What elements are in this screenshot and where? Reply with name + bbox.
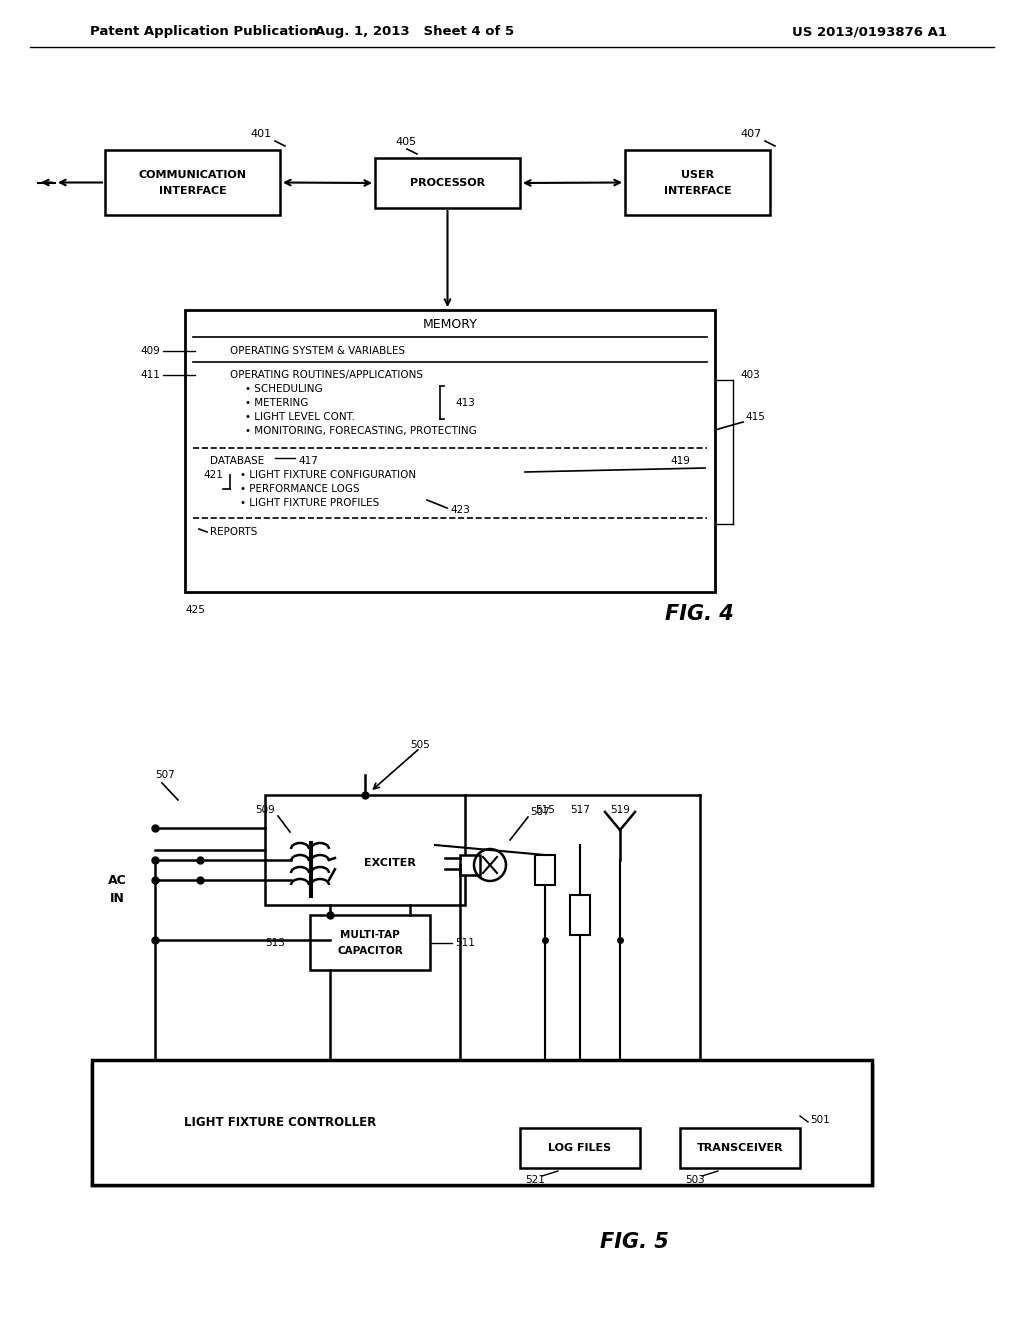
Text: FIG. 5: FIG. 5: [600, 1232, 669, 1251]
Text: Patent Application Publication: Patent Application Publication: [90, 25, 317, 38]
Text: 519: 519: [610, 805, 630, 814]
Text: DATABASE: DATABASE: [210, 455, 264, 466]
Bar: [460, 855, 480, 875]
Text: 507: 507: [155, 770, 175, 780]
Bar: [335, 840, 445, 884]
Bar: [375, 158, 520, 209]
Text: IN: IN: [110, 891, 125, 904]
Text: • LIGHT LEVEL CONT.: • LIGHT LEVEL CONT.: [245, 412, 355, 422]
Text: LOG FILES: LOG FILES: [549, 1143, 611, 1152]
Text: • PERFORMANCE LOGS: • PERFORMANCE LOGS: [240, 484, 359, 494]
Text: 403: 403: [740, 370, 760, 380]
Text: MULTI-TAP: MULTI-TAP: [340, 929, 400, 940]
Text: 509: 509: [255, 805, 275, 814]
Bar: [535, 855, 555, 884]
Bar: [92, 1065, 872, 1185]
Text: • LIGHT FIXTURE PROFILES: • LIGHT FIXTURE PROFILES: [240, 498, 379, 508]
Text: 513: 513: [265, 937, 285, 948]
Text: 405: 405: [395, 137, 416, 147]
Text: 419: 419: [670, 455, 690, 466]
Text: 511: 511: [455, 937, 475, 948]
Text: TRANSCEIVER: TRANSCEIVER: [696, 1143, 783, 1152]
Bar: [570, 895, 590, 935]
Bar: [105, 150, 280, 215]
Text: Aug. 1, 2013   Sheet 4 of 5: Aug. 1, 2013 Sheet 4 of 5: [315, 25, 515, 38]
Text: REPORTS: REPORTS: [210, 527, 257, 537]
Text: 401: 401: [251, 129, 272, 139]
Bar: [520, 1129, 640, 1168]
Text: 409: 409: [140, 346, 160, 356]
Text: 411: 411: [140, 370, 160, 380]
Bar: [310, 915, 430, 970]
Text: OPERATING ROUTINES/APPLICATIONS: OPERATING ROUTINES/APPLICATIONS: [230, 370, 423, 380]
Text: 415: 415: [745, 412, 765, 422]
Text: • MONITORING, FORECASTING, PROTECTING: • MONITORING, FORECASTING, PROTECTING: [245, 426, 477, 436]
Text: 507: 507: [530, 807, 550, 817]
Text: AC: AC: [108, 874, 126, 887]
Text: • SCHEDULING: • SCHEDULING: [245, 384, 323, 393]
Text: 421: 421: [203, 470, 223, 480]
Text: USER: USER: [681, 169, 714, 180]
Text: US 2013/0193876 A1: US 2013/0193876 A1: [793, 25, 947, 38]
Text: 413: 413: [455, 397, 475, 408]
Text: MEMORY: MEMORY: [423, 318, 477, 330]
Text: 521: 521: [525, 1175, 545, 1185]
Bar: [680, 1129, 800, 1168]
Text: • LIGHT FIXTURE CONFIGURATION: • LIGHT FIXTURE CONFIGURATION: [240, 470, 416, 480]
Text: 515: 515: [536, 805, 555, 814]
Text: 425: 425: [185, 605, 205, 615]
Text: FIG. 4: FIG. 4: [665, 605, 734, 624]
Text: 517: 517: [570, 805, 590, 814]
Text: INTERFACE: INTERFACE: [664, 186, 731, 195]
Text: INTERFACE: INTERFACE: [159, 186, 226, 195]
Text: 503: 503: [685, 1175, 705, 1185]
Text: 407: 407: [740, 129, 762, 139]
Bar: [625, 150, 770, 215]
Bar: [265, 795, 465, 906]
Text: 417: 417: [298, 455, 317, 466]
Text: LIGHT FIXTURE CONTROLLER: LIGHT FIXTURE CONTROLLER: [184, 1117, 376, 1130]
Text: • METERING: • METERING: [245, 399, 308, 408]
Text: COMMUNICATION: COMMUNICATION: [138, 169, 247, 180]
Text: EXCITER: EXCITER: [365, 858, 416, 867]
Text: 423: 423: [450, 506, 470, 515]
Bar: [92, 1060, 872, 1185]
Bar: [185, 310, 715, 591]
Text: OPERATING SYSTEM & VARIABLES: OPERATING SYSTEM & VARIABLES: [230, 346, 406, 356]
Text: 505: 505: [411, 741, 430, 750]
Text: 501: 501: [810, 1115, 829, 1125]
Text: CAPACITOR: CAPACITOR: [337, 945, 402, 956]
Text: PROCESSOR: PROCESSOR: [410, 178, 485, 187]
